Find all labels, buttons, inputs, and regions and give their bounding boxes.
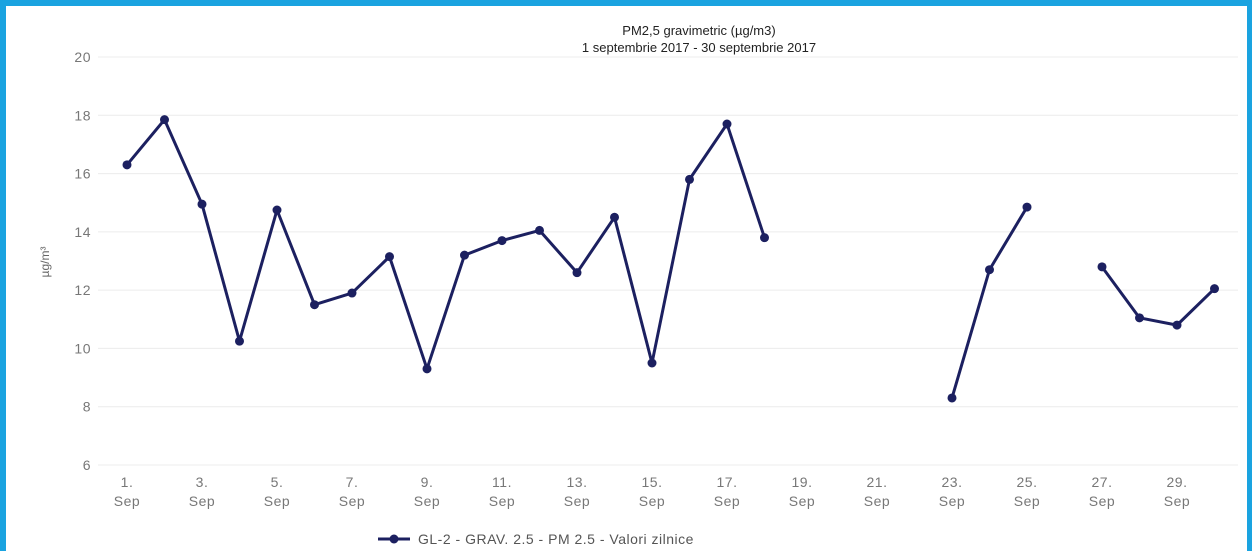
data-point-day-13[interactable] xyxy=(572,268,582,278)
x-tick-label-27-day: 27. xyxy=(1092,474,1113,490)
x-tick-label-1-month: Sep xyxy=(114,493,140,509)
series-line-segment-2 xyxy=(1100,265,1216,327)
x-tick-label-9-day: 9. xyxy=(421,474,434,490)
data-point-day-12[interactable] xyxy=(535,225,544,235)
x-tick-label-5-month: Sep xyxy=(264,493,290,509)
y-tick-label-14: 14 xyxy=(74,224,91,240)
x-tick-label-7-month: Sep xyxy=(339,493,365,509)
data-point-day-24[interactable] xyxy=(985,265,994,275)
data-point-day-29[interactable] xyxy=(1172,320,1182,330)
data-point-day-11[interactable] xyxy=(497,236,507,246)
x-tick-label-3-day: 3. xyxy=(196,474,209,490)
x-tick-label-19-day: 19. xyxy=(792,474,813,490)
x-tick-label-17-month: Sep xyxy=(714,493,740,509)
x-tick-label-15-day: 15. xyxy=(642,474,663,490)
legend-label: GL-2 - GRAV. 2.5 - PM 2.5 - Valori zilni… xyxy=(418,531,694,547)
data-point-day-28[interactable] xyxy=(1135,313,1144,323)
x-tick-label-23-month: Sep xyxy=(939,493,965,509)
legend-marker-swatch xyxy=(389,534,399,544)
data-point-day-27[interactable] xyxy=(1097,262,1107,272)
x-tick-label-23-day: 23. xyxy=(942,474,963,490)
data-point-day-3[interactable] xyxy=(197,199,207,209)
data-point-day-14[interactable] xyxy=(610,212,619,222)
chart-title: PM2,5 gravimetric (µg/m3) xyxy=(622,23,775,38)
data-point-day-5[interactable] xyxy=(272,205,282,215)
x-tick-label-29-month: Sep xyxy=(1164,493,1190,509)
x-tick-label-7-day: 7. xyxy=(346,474,359,490)
data-point-day-8[interactable] xyxy=(385,252,394,262)
x-tick-label-13-day: 13. xyxy=(567,474,588,490)
x-tick-label-3-month: Sep xyxy=(189,493,215,509)
series-lines xyxy=(125,118,1216,399)
data-point-day-7[interactable] xyxy=(347,288,357,298)
data-point-day-2[interactable] xyxy=(160,115,169,125)
data-point-day-18[interactable] xyxy=(760,233,769,243)
x-tick-label-15-month: Sep xyxy=(639,493,665,509)
data-point-day-17[interactable] xyxy=(722,119,732,129)
x-tick-label-5-day: 5. xyxy=(271,474,284,490)
x-tick-label-25-day: 25. xyxy=(1017,474,1038,490)
data-point-day-15[interactable] xyxy=(647,358,657,368)
y-tick-label-8: 8 xyxy=(83,399,91,415)
series-line-segment-0 xyxy=(125,118,766,371)
x-tick-label-9-month: Sep xyxy=(414,493,440,509)
x-tick-label-11-month: Sep xyxy=(489,493,515,509)
y-tick-label-16: 16 xyxy=(74,166,91,182)
x-tick-labels: 1. Sep 3. Sep 5. Sep 7. Sep 9. Sep 11. Sep 13. Sep 15.… xyxy=(114,474,1190,509)
x-tick-label-11-day: 11. xyxy=(492,474,512,490)
data-point-day-1[interactable] xyxy=(122,160,132,170)
data-point-day-16[interactable] xyxy=(685,174,694,184)
data-point-day-9[interactable] xyxy=(422,364,432,374)
x-tick-label-25-month: Sep xyxy=(1014,493,1040,509)
x-tick-label-13-month: Sep xyxy=(564,493,590,509)
y-axis-label: µg/m³ xyxy=(38,247,52,278)
y-tick-label-10: 10 xyxy=(74,340,91,356)
x-tick-label-19-month: Sep xyxy=(789,493,815,509)
data-point-day-6[interactable] xyxy=(310,300,319,310)
y-tick-label-6: 6 xyxy=(83,457,91,473)
x-tick-label-27-month: Sep xyxy=(1089,493,1115,509)
series-points xyxy=(122,115,1219,403)
data-point-day-4[interactable] xyxy=(235,336,244,346)
x-tick-label-29-day: 29. xyxy=(1167,474,1188,490)
data-point-day-10[interactable] xyxy=(460,250,469,260)
y-tick-label-20: 20 xyxy=(74,49,91,65)
x-tick-label-21-day: 21. xyxy=(867,474,888,490)
series-line-segment-1 xyxy=(950,206,1029,399)
data-point-day-23[interactable] xyxy=(947,393,957,403)
chart-subtitle: 1 septembrie 2017 - 30 septembrie 2017 xyxy=(582,40,816,55)
grid-lines xyxy=(98,56,1238,466)
y-tick-label-18: 18 xyxy=(74,107,91,123)
x-tick-label-1-day: 1. xyxy=(121,474,134,490)
x-tick-label-21-month: Sep xyxy=(864,493,890,509)
data-point-day-25[interactable] xyxy=(1022,202,1032,212)
x-tick-label-17-day: 17. xyxy=(717,474,738,490)
y-tick-labels: 6 8 10 12 14 16 18 20 xyxy=(74,49,91,473)
legend[interactable]: GL-2 - GRAV. 2.5 - PM 2.5 - Valori zilni… xyxy=(378,531,694,547)
y-tick-label-12: 12 xyxy=(74,282,91,298)
data-point-day-30[interactable] xyxy=(1210,284,1219,294)
